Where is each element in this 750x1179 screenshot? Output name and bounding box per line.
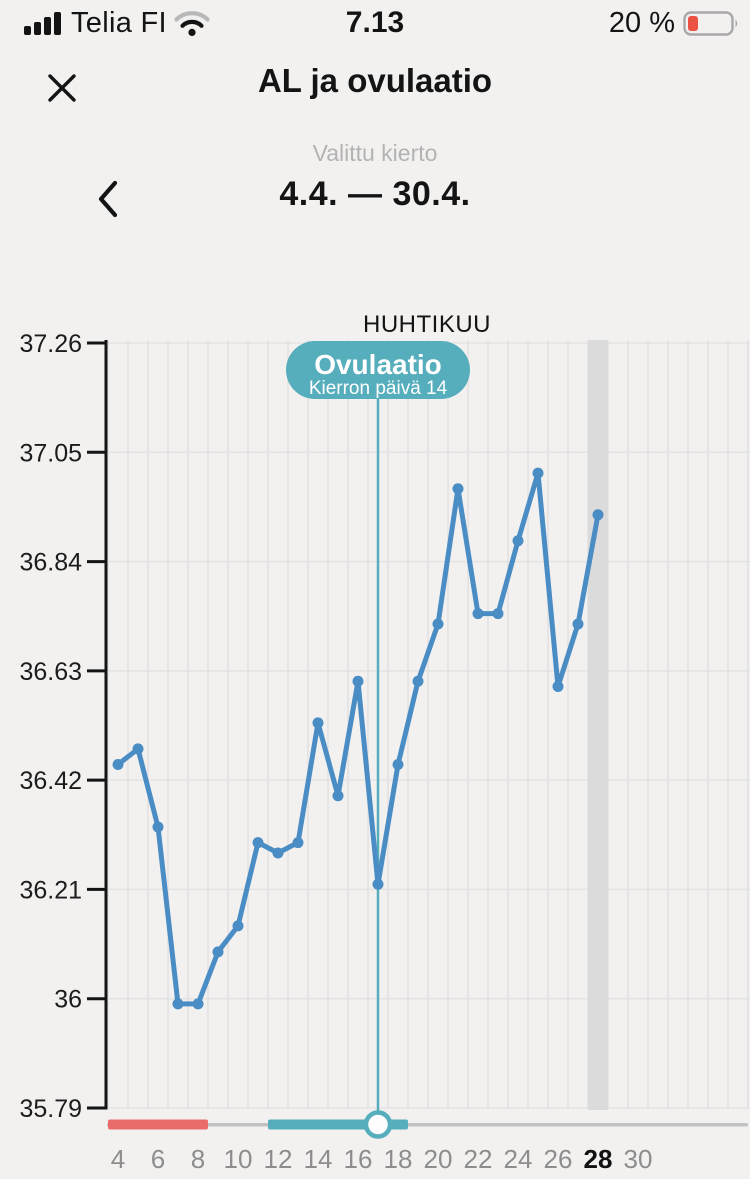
bbt-point [232, 920, 244, 932]
bbt-line [115, 470, 601, 1007]
bbt-point [552, 680, 564, 692]
x-tick-label: 24 [504, 1144, 533, 1174]
x-tick-label: 26 [544, 1144, 573, 1174]
chevron-left-icon [98, 180, 118, 218]
close-icon [48, 74, 76, 102]
bbt-point [432, 618, 444, 630]
bbt-point [512, 535, 524, 547]
cycle-date-range: 4.4. — 30.4. [279, 175, 471, 213]
period-bar [108, 1119, 208, 1130]
y-tick-label: 36 [54, 986, 82, 1014]
bbt-point [212, 946, 224, 958]
y-tick-label: 37.26 [19, 330, 82, 358]
month-label: HUHTIKUU [363, 311, 491, 338]
x-tick-label: 30 [624, 1144, 653, 1174]
cycle-selector: Valittu kierto 4.4. — 30.4. [0, 140, 750, 223]
x-tick-label: 22 [464, 1144, 493, 1174]
bbt-point [492, 608, 504, 620]
x-tick-label: 10 [224, 1144, 253, 1174]
y-tick-label: 35.79 [19, 1095, 82, 1123]
bbt-point [152, 821, 164, 833]
slider-handle[interactable] [363, 1110, 393, 1139]
y-tick-label: 36.21 [19, 876, 82, 904]
ovulation-tooltip-title: Ovulaatio [314, 349, 442, 380]
x-tick-label: 14 [304, 1144, 333, 1174]
y-tick-label: 37.05 [19, 439, 82, 467]
bbt-chart[interactable]: 37.26 37.05 36.84 36.63 36.42 36.21 36 35.79 Ovu… [0, 300, 750, 1179]
page-title: AL ja ovulaatio [257, 62, 493, 99]
status-bar-left: Telia FI [24, 7, 210, 40]
bbt-point [392, 759, 404, 771]
close-button[interactable] [40, 66, 84, 110]
bbt-point [532, 467, 544, 479]
x-tick-label: 12 [264, 1144, 293, 1174]
bbt-point [132, 743, 144, 755]
x-tick-label: 6 [151, 1144, 165, 1174]
slider-track[interactable] [107, 1123, 748, 1127]
selected-cycle-label: Valittu kierto [312, 140, 438, 166]
bbt-point [472, 608, 484, 620]
x-tick-label: 8 [191, 1144, 205, 1174]
bbt-point [412, 675, 424, 687]
bbt-point [292, 837, 304, 849]
bbt-point [172, 998, 184, 1010]
status-bar: Telia FI 7.13 20 % [0, 0, 750, 44]
header: AL ja ovulaatio [0, 58, 750, 114]
battery-icon [683, 11, 738, 36]
x-tick-label: 18 [384, 1144, 413, 1174]
bbt-point [312, 717, 324, 729]
x-tick-label: 16 [344, 1144, 373, 1174]
x-tick-label: 20 [424, 1144, 453, 1174]
battery-percent: 20 % [608, 7, 675, 39]
ovulation-tooltip [286, 341, 470, 399]
x-tick-label: 4 [111, 1144, 125, 1174]
y-tick-label: 36.84 [19, 549, 82, 577]
carrier-label: Telia FI [71, 7, 167, 39]
y-tick-label: 36.63 [19, 658, 82, 686]
cellular-signal-icon [24, 11, 61, 35]
y-tick-label: 36.42 [19, 767, 82, 795]
bbt-point [352, 675, 364, 687]
bbt-point [572, 618, 584, 630]
bbt-point [332, 790, 344, 802]
clock: 7.13 [345, 6, 405, 39]
bbt-point [372, 878, 384, 890]
bbt-point [592, 509, 604, 521]
bbt-point [452, 483, 464, 495]
status-bar-right: 20 % [609, 7, 740, 40]
wifi-icon [174, 11, 210, 36]
bbt-point [192, 998, 204, 1010]
today-column [588, 340, 608, 1110]
x-tick-label: 28 [584, 1144, 613, 1174]
ovulation-tooltip-subtitle: Kierron päivä 14 [309, 378, 448, 399]
bbt-point [252, 837, 264, 849]
bbt-point [272, 847, 284, 859]
bbt-point [112, 759, 124, 771]
previous-cycle-button[interactable] [88, 177, 128, 221]
